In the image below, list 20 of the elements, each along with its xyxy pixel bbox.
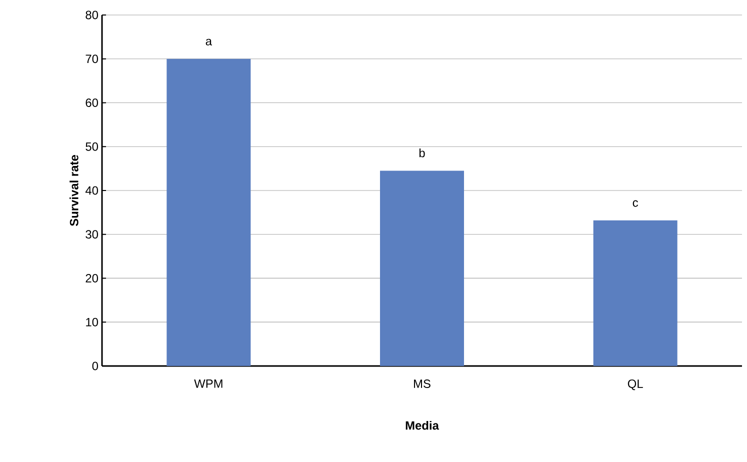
x-tick-label: WPM: [194, 380, 222, 388]
bar: [380, 170, 464, 366]
annotation: c: [632, 200, 638, 207]
y-tick-label: 80: [86, 10, 98, 20]
y-tick-label: 40: [85, 186, 98, 195]
bar: [593, 220, 678, 366]
y-tick-label: 70: [86, 54, 98, 64]
x-tick-label: MS: [414, 380, 430, 388]
x-tick-label: QL: [628, 380, 643, 390]
y-tick-label: 50: [86, 142, 98, 151]
y-axis-title: Survival rate: [70, 155, 78, 226]
annotation: b: [419, 148, 425, 158]
y-tick-label: 60: [86, 98, 98, 107]
y-tick-label: 10: [86, 318, 98, 326]
y-tick-label: 30: [86, 230, 98, 239]
y-tick-label: 20: [86, 274, 98, 282]
x-axis-title: Media: [406, 420, 440, 430]
bar: [166, 58, 251, 366]
y-tick-label: 0: [92, 362, 98, 370]
annotation: a: [206, 38, 212, 46]
